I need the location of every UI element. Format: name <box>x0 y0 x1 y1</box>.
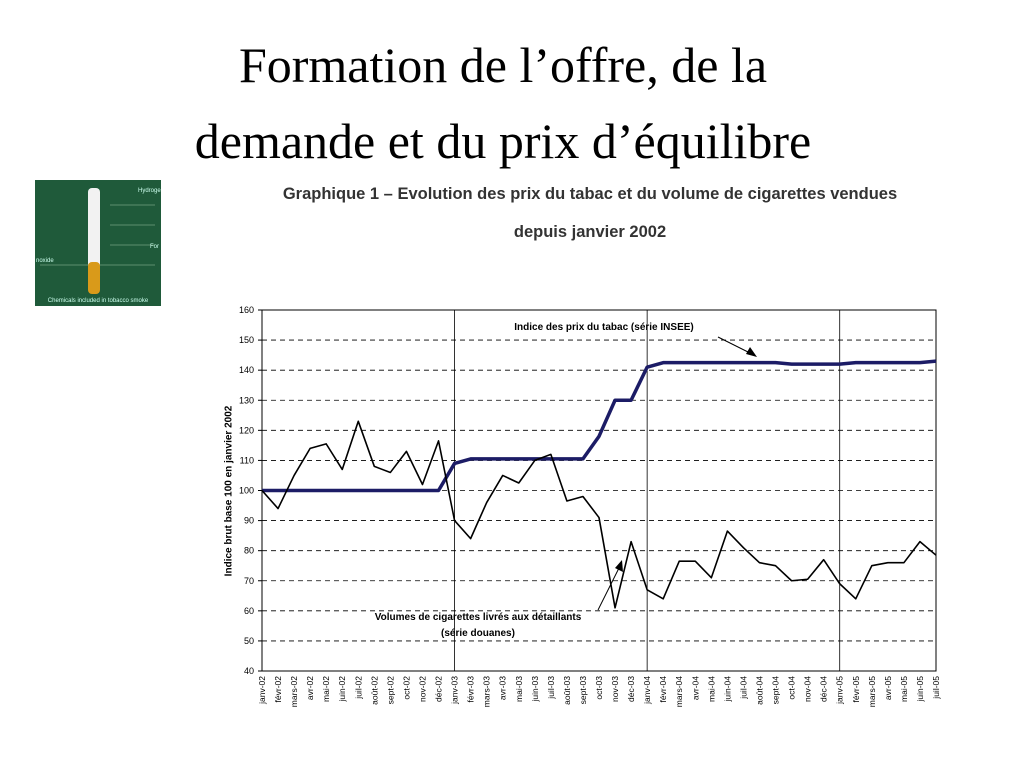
x-tick-label: mai-02 <box>321 676 331 702</box>
x-tick-label: févr-03 <box>466 676 476 703</box>
y-tick-label: 100 <box>239 486 254 496</box>
x-tick-label: mai-05 <box>899 676 909 702</box>
series-line <box>262 359 937 493</box>
x-tick-label: avr-03 <box>498 676 508 700</box>
x-tick-label: sept-02 <box>385 676 395 705</box>
x-tick-label: mars-02 <box>289 676 299 707</box>
y-tick-label: 90 <box>244 516 254 526</box>
x-tick-label: avr-05 <box>883 676 893 700</box>
arrow-head <box>615 560 623 572</box>
cigarette-image: Hydroge For noxide Chemicals included in… <box>35 180 161 306</box>
y-tick-label: 150 <box>239 335 254 345</box>
chart-title: depuis janvier 2002 <box>514 223 666 241</box>
x-tick-label: juin-02 <box>337 676 347 703</box>
x-tick-label: déc-02 <box>434 676 444 702</box>
x-tick-label: oct-02 <box>401 676 411 700</box>
slide-title: demande et du prix d’équilibre <box>195 113 811 169</box>
x-tick-label: janv-02 <box>257 676 267 705</box>
chart-title: Graphique 1 – Evolution des prix du taba… <box>283 185 897 203</box>
x-tick-label: mai-04 <box>706 676 716 702</box>
x-tick-label: oct-04 <box>787 676 797 700</box>
x-tick-label: sept-03 <box>578 676 588 705</box>
y-axis-label: Indice brut base 100 en janvier 2002 <box>224 405 235 576</box>
annotation: Volumes de cigarettes livrés aux détaill… <box>375 612 582 623</box>
annotation: Indice des prix du tabac (série INSEE) <box>514 322 694 333</box>
x-tick-label: juil-03 <box>546 676 556 700</box>
arrow <box>717 336 753 355</box>
annotation: (série douanes) <box>441 628 515 639</box>
x-tick-label: juin-03 <box>530 676 540 703</box>
image-text: For <box>150 244 159 250</box>
y-tick-label: 70 <box>244 576 254 586</box>
x-tick-label: févr-05 <box>851 676 861 703</box>
x-tick-label: juin-05 <box>915 676 925 703</box>
x-tick-label: juin-04 <box>722 676 732 703</box>
y-tick-label: 140 <box>239 365 254 375</box>
y-tick-label: 40 <box>244 666 254 676</box>
filter <box>88 262 100 294</box>
x-tick-label: nov-03 <box>610 676 620 702</box>
x-tick-label: mars-04 <box>674 676 684 707</box>
y-tick-label: 160 <box>239 305 254 315</box>
x-tick-label: juil-04 <box>738 676 748 700</box>
y-tick-label: 60 <box>244 606 254 616</box>
x-tick-label: déc-03 <box>626 676 636 702</box>
image-text: Chemicals included in tobacco smoke <box>48 298 149 304</box>
x-tick-label: janv-03 <box>450 676 460 705</box>
x-tick-label: août-02 <box>369 676 379 705</box>
slide-title: Formation de l’offre, de la <box>239 37 767 93</box>
x-tick-label: oct-03 <box>594 676 604 700</box>
x-tick-label: mai-03 <box>514 676 524 702</box>
x-tick-label: janv-04 <box>642 676 652 705</box>
arrow-head <box>746 347 757 357</box>
y-tick-label: 80 <box>244 546 254 556</box>
x-tick-label: déc-04 <box>819 676 829 702</box>
y-tick-label: 120 <box>239 425 254 435</box>
y-tick-label: 110 <box>240 455 254 465</box>
x-tick-label: févr-02 <box>273 676 283 703</box>
x-tick-label: avr-04 <box>690 676 700 700</box>
x-tick-label: juil-05 <box>931 676 941 700</box>
x-tick-label: nov-04 <box>803 676 813 702</box>
arrow <box>597 567 620 611</box>
x-tick-label: janv-05 <box>835 676 845 705</box>
x-tick-label: août-04 <box>754 676 764 705</box>
x-tick-label: août-03 <box>562 676 572 705</box>
image-text: Hydroge <box>138 188 161 194</box>
x-tick-label: avr-02 <box>305 676 315 700</box>
x-tick-label: nov-02 <box>417 676 427 702</box>
x-tick-label: mars-03 <box>482 676 492 707</box>
cigarette <box>88 188 100 268</box>
x-tick-label: mars-05 <box>867 676 877 707</box>
image-text: noxide <box>36 258 54 264</box>
y-tick-label: 50 <box>244 636 254 646</box>
x-tick-label: févr-04 <box>658 676 668 703</box>
x-tick-label: sept-04 <box>771 676 781 705</box>
series-line <box>261 420 937 609</box>
y-tick-label: 130 <box>239 395 254 405</box>
x-tick-label: juil-02 <box>353 676 363 700</box>
